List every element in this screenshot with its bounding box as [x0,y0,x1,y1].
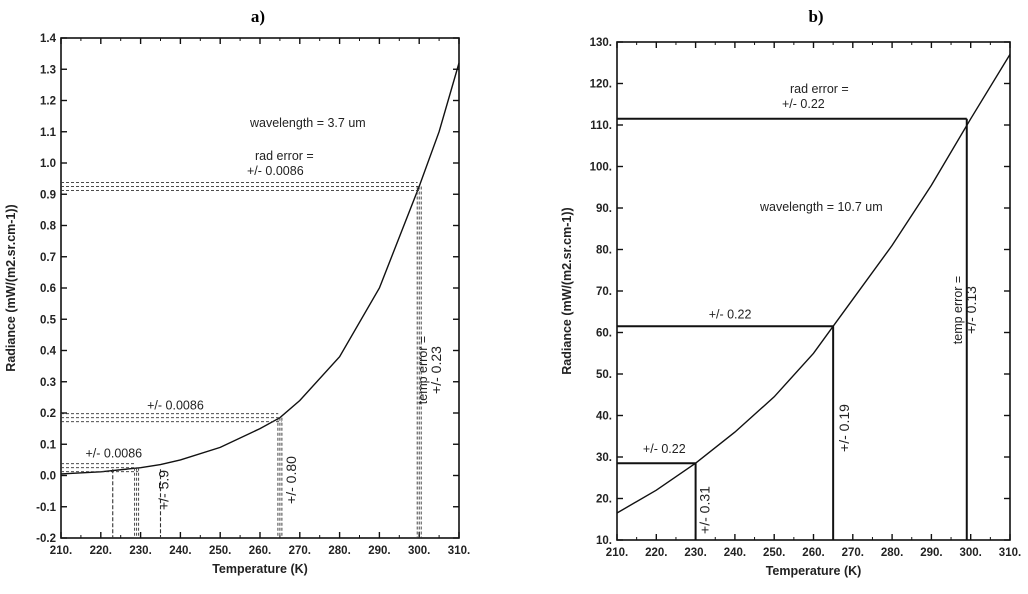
radiance-curve [60,62,460,475]
mid-rad-error-label: +/- 0.0086 [147,399,204,413]
y-tick-label: 1.3 [40,64,56,76]
x-tick-label: 270. [289,545,311,557]
x-tick-label: 310. [448,545,470,557]
y-tick-label: 130. [590,37,612,49]
wavelength-label: wavelength = 3.7 um [249,116,366,130]
x-tick-label: 310. [999,547,1021,559]
x-tick-label: 290. [920,547,942,559]
temp-error-title: temp error = [951,276,965,344]
plot-frame [60,37,460,539]
y-tick-label: 10. [596,535,612,547]
x-tick-label: 220. [645,547,667,559]
temp-error-low-label: +/- 0.31 [697,486,713,534]
temp-error-high-label: +/- 0.13 [963,286,979,334]
low-rad-error-label: +/- 0.22 [643,442,686,456]
y-tick-label: 0.4 [40,346,57,358]
temp-error-mid-label: +/- 0.19 [836,404,852,452]
radiance-curve [616,54,1011,514]
y-tick-label: 50. [596,369,612,381]
x-tick-label: 290. [368,545,390,557]
y-tick-label: 0.7 [40,252,56,264]
x-tick-label: 230. [684,547,706,559]
rad-error-value: +/- 0.0086 [247,164,304,178]
rad-error-title: rad error = [255,149,314,163]
y-tick-label: 0.0 [40,471,56,483]
y-tick-label: 40. [596,411,612,423]
y-tick-label: 20. [596,494,612,506]
x-tick-label: 250. [763,547,785,559]
panel-title: a) [251,7,265,26]
y-tick-label: 0.1 [40,439,57,451]
panel-a: a) 210. 220. 230. 240. 250. 260. 270. 280. 290. 30… [4,7,470,576]
y-axis-label: Radiance (mW/(m2.sr.cm-1)) [4,204,18,371]
x-tick-label: 270. [842,547,864,559]
y-tick-label: 30. [596,452,612,464]
y-tick-label: 100. [590,162,612,174]
x-tick-label: 260. [249,545,271,557]
x-tick-label: 210. [50,545,72,557]
y-tick-label: 0.9 [40,189,56,201]
x-tick-label: 260. [802,547,824,559]
panel-b: b) 210. 220. 230. 240. 250. 260. 270. 280. 290. 30… [560,7,1021,578]
y-tick-label: -0.2 [36,533,56,545]
y-tick-label: 1.1 [40,127,57,139]
y-tick-label: 0.2 [40,408,56,420]
mid-rad-error-label: +/- 0.22 [709,307,752,321]
y-tick-label: -0.1 [36,502,56,514]
temp-error-mid-label: +/- 0.80 [283,456,299,504]
y-tick-label: 80. [596,245,612,257]
y-tick-label: 120. [590,79,612,91]
panel-title: b) [808,7,823,26]
wavelength-label: wavelength = 10.7 um [759,200,883,214]
temp-error-high-label: +/- 0.23 [428,346,444,394]
y-axis-label: Radiance (mW/(m2.sr.cm-1)) [560,207,574,374]
rad-error-value: +/- 0.22 [782,97,825,111]
y-tick-label: 1.0 [40,158,56,170]
y-tick-label: 0.6 [40,283,56,295]
x-tick-label: 240. [724,547,746,559]
y-tick-label: 0.5 [40,314,57,326]
x-tick-label: 300. [960,547,982,559]
x-axis-label: Temperature (K) [766,564,862,578]
temp-error-title: temp error = [416,336,430,404]
x-tick-label: 280. [328,545,350,557]
x-axis-label: Temperature (K) [212,562,308,576]
y-tick-label: 90. [596,203,612,215]
y-tick-label: 1.2 [40,96,56,108]
low-rad-error-label: +/- 0.0086 [85,447,142,461]
y-tick-label: 110. [590,120,612,132]
x-tick-label: 250. [209,545,231,557]
x-tick-label: 240. [169,545,191,557]
rad-error-title: rad error = [790,82,849,96]
y-tick-label: 1.4 [40,33,57,45]
y-tick-label: 60. [596,328,612,340]
y-tick-label: 0.3 [40,377,56,389]
x-tick-label: 220. [90,545,112,557]
x-tick-label: 300. [408,545,430,557]
y-tick-label: 0.8 [40,221,57,233]
temp-error-low-label: +/- 5.9 [155,470,171,510]
y-tick-label: 70. [596,286,612,298]
x-tick-label: 230. [129,545,151,557]
x-tick-label: 280. [881,547,903,559]
x-tick-label: 210. [606,547,628,559]
